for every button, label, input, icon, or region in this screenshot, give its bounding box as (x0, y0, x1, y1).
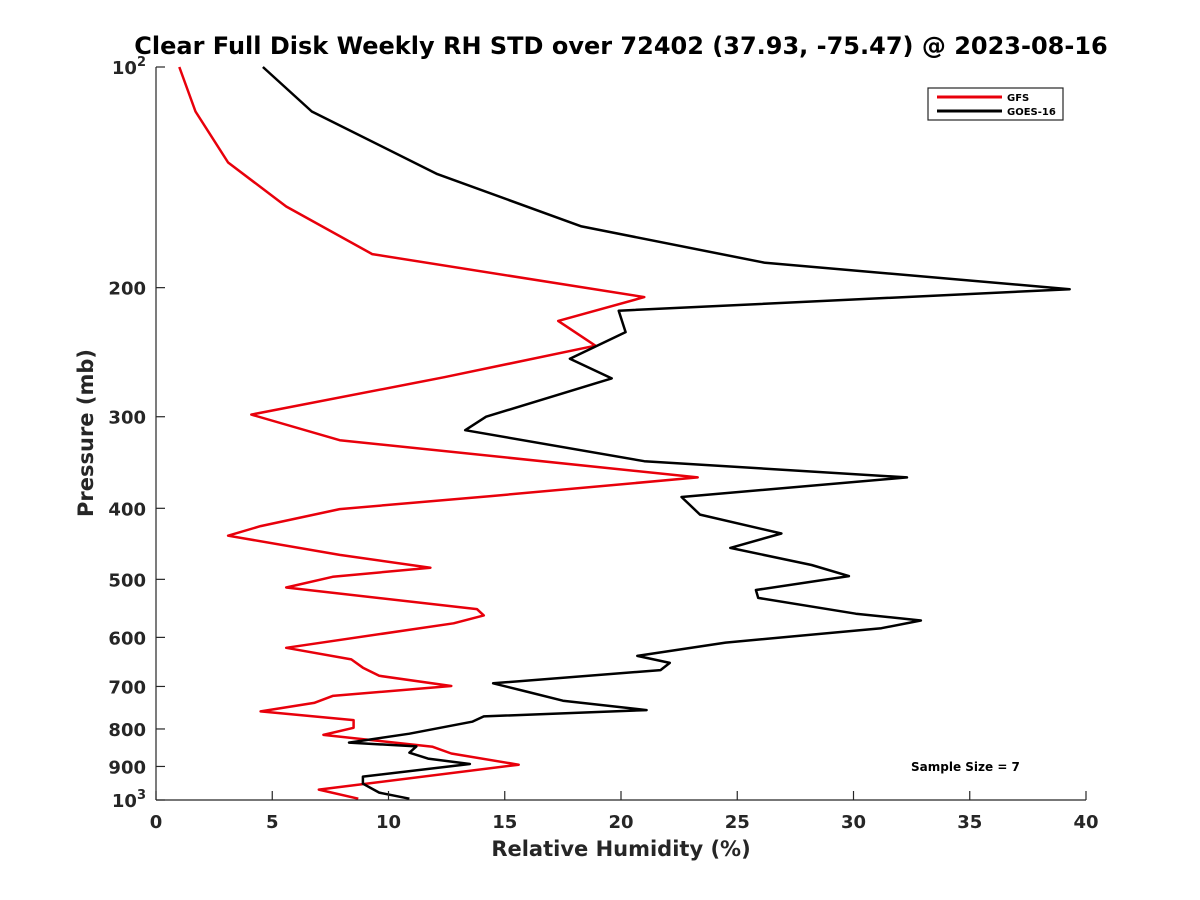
y-tick-label: 700 (108, 677, 146, 698)
sample-size-annotation: Sample Size = 7 (911, 760, 1020, 774)
series-layer (178, 66, 1071, 800)
y-tick-label: 600 (108, 628, 146, 649)
y-tick-label: 102 (112, 55, 146, 79)
y-tick-label: 500 (108, 570, 146, 591)
legend: GFS GOES-16 (927, 87, 1064, 121)
y-axis-label: Pressure (mb) (74, 349, 98, 517)
y-tick-label: 400 (108, 499, 146, 520)
y-tick-label: 103 (112, 788, 146, 812)
x-axis-label: Relative Humidity (%) (491, 837, 750, 861)
y-tick-label: 900 (108, 757, 146, 778)
legend-label-gfs: GFS (1007, 93, 1029, 104)
y-tick-label: 200 (108, 279, 146, 300)
x-ticks: 0 5 10 15 20 25 30 35 40 (150, 791, 1099, 833)
series-line-gfs (178, 66, 699, 800)
x-tick-label: 15 (492, 812, 517, 833)
x-tick-label: 35 (957, 812, 982, 833)
x-tick-label: 10 (376, 812, 401, 833)
series-line-goes16 (262, 66, 1071, 800)
x-tick-label: 5 (266, 812, 279, 833)
x-tick-label: 40 (1073, 812, 1098, 833)
x-tick-label: 20 (608, 812, 633, 833)
x-tick-label: 0 (150, 812, 163, 833)
x-tick-label: 25 (725, 812, 750, 833)
y-tick-label: 300 (108, 408, 146, 429)
plot-area (156, 67, 1086, 800)
x-tick-label: 30 (841, 812, 866, 833)
chart-title: Clear Full Disk Weekly RH STD over 72402… (134, 32, 1107, 60)
y-tick-label: 800 (108, 720, 146, 741)
legend-label-goes16: GOES-16 (1007, 107, 1056, 118)
y-ticks: 102 200 300 400 500 600 700 800 900 103 (108, 55, 165, 812)
legend-box (927, 87, 1064, 121)
